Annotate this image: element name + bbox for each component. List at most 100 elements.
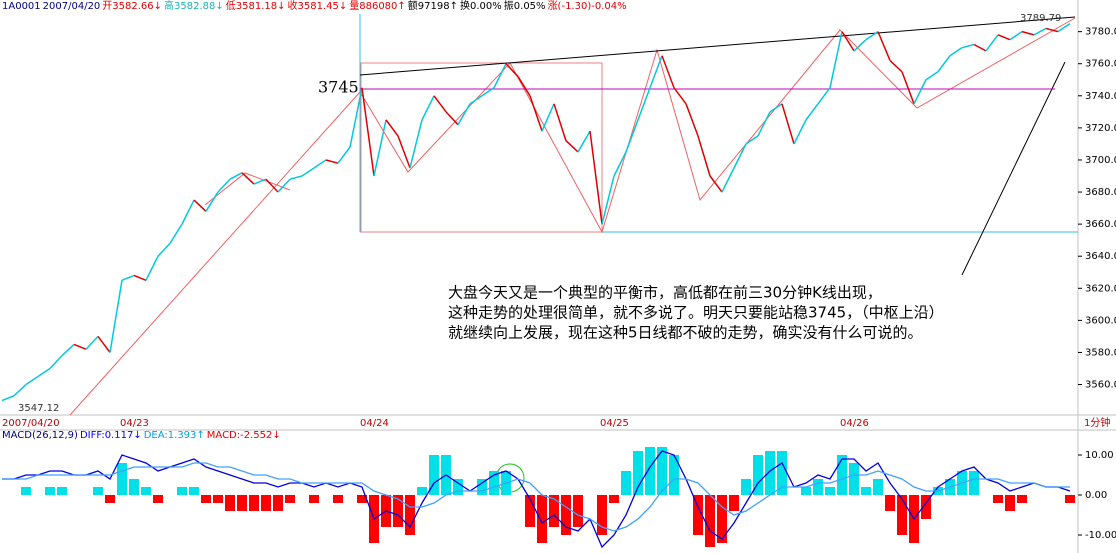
macd-bar	[861, 487, 871, 495]
macd-bar	[741, 479, 751, 495]
y-tick-label: 3780.00	[1085, 27, 1116, 38]
annotation: 3789.79	[1020, 13, 1061, 24]
price-segment	[253, 178, 267, 185]
y-tick-label: 3700.00	[1085, 155, 1116, 166]
price-segment	[313, 159, 327, 169]
header-item: DEA:1.393↑	[143, 430, 205, 441]
macd-bar	[201, 495, 211, 503]
x-tick-label: 04/25	[600, 418, 629, 429]
zigzag	[69, 17, 1076, 416]
macd-bar	[261, 495, 271, 511]
price-segment	[865, 31, 879, 41]
price-segment	[205, 191, 219, 212]
macd-line	[2, 462, 1070, 532]
price-segment	[757, 111, 771, 137]
price-segment	[301, 167, 315, 177]
header-item: 换0.00%	[460, 1, 502, 12]
y-tick-label: 3660.00	[1085, 219, 1116, 230]
price-segment	[325, 159, 339, 164]
annotation: 3547.12	[18, 403, 59, 414]
price-segment	[49, 355, 63, 369]
price-segment	[601, 175, 615, 225]
price-segment	[745, 135, 759, 145]
header-item: 振0.05%	[503, 1, 546, 12]
price-segment	[73, 343, 87, 350]
price-segment	[265, 178, 279, 193]
comment: 就继续向上发展，现在这种5日线都不破的走势，确实没有什么可说的。	[448, 324, 923, 342]
price-segment	[769, 103, 783, 113]
header-item: 开3582.66↓	[102, 1, 163, 12]
macd-bar	[993, 495, 1003, 503]
macd-bar	[177, 487, 187, 495]
price-segment	[337, 146, 351, 164]
y-tick-label: -10.00	[1085, 530, 1116, 541]
price-segment	[25, 375, 39, 386]
price-segment	[505, 63, 519, 78]
price-segment	[937, 55, 951, 73]
macd-bar	[93, 487, 103, 495]
macd-bar	[285, 495, 295, 503]
price-segment	[1021, 30, 1035, 36]
macd-bar	[633, 451, 643, 495]
price-segment	[781, 103, 795, 145]
macd-bar	[1017, 495, 1027, 503]
macd-bar	[621, 471, 631, 495]
macd-bar	[1005, 495, 1015, 511]
macd-bar	[705, 495, 715, 547]
header-item: 收3581.45↓	[287, 1, 348, 12]
macd-bar	[141, 487, 151, 495]
price-segment	[373, 119, 387, 177]
price-segment	[793, 119, 807, 145]
y-tick-label: 3740.00	[1085, 91, 1116, 102]
price-segment	[457, 103, 471, 126]
macd-bar	[801, 487, 811, 495]
price-segment	[217, 178, 231, 193]
macd-bar	[225, 495, 235, 511]
macd-bar	[249, 495, 259, 511]
macd-bar	[489, 471, 499, 495]
macd-bar	[549, 495, 559, 527]
macd-bar	[897, 495, 907, 535]
price-segment	[613, 151, 627, 177]
price-segment	[61, 343, 75, 357]
macd-bar	[669, 455, 679, 495]
price-segment	[649, 55, 663, 89]
price-segment	[289, 175, 303, 180]
price-segment	[889, 59, 903, 73]
macd-bar	[393, 495, 403, 527]
quote-header: 1A0001 2007/04/20 开3582.66↓ 高3582.88↓ 低3581.…	[2, 1, 629, 13]
trend-line	[359, 16, 1076, 76]
box	[360, 62, 603, 233]
price-segment	[973, 43, 987, 52]
price-segment	[697, 135, 711, 177]
price-segment	[877, 31, 891, 61]
macd-bar	[537, 495, 547, 543]
macd-bar	[873, 479, 883, 495]
macd-bar	[117, 463, 127, 495]
y-tick-label: 3640.00	[1085, 251, 1116, 262]
price-segment	[1033, 27, 1047, 36]
macd-header: MACD(26,12,9) DIFF:0.117↓ DEA:1.393↑ MACD:-…	[2, 430, 283, 442]
macd-line	[2, 450, 1071, 549]
price-segment	[925, 71, 939, 81]
price-segment	[553, 103, 567, 141]
price-segment	[421, 95, 435, 121]
macd-bar	[885, 495, 895, 511]
macd-bar	[21, 487, 31, 495]
price-segment	[157, 242, 171, 257]
macd-bar	[417, 487, 427, 495]
price-segment	[517, 76, 531, 97]
y-tick-label: 3720.00	[1085, 123, 1116, 134]
y-tick-label: 3760.00	[1085, 59, 1116, 70]
macd-bar	[429, 455, 439, 495]
price-segment	[169, 223, 183, 244]
price-segment	[673, 87, 687, 105]
macd-bar	[357, 495, 367, 503]
macd-bar	[657, 447, 667, 495]
price-segment	[529, 95, 543, 132]
price-segment	[469, 95, 483, 105]
header-item: 涨(-1.30)-0.04%	[547, 1, 627, 12]
macd-bar	[777, 451, 787, 495]
macd-bar	[645, 447, 655, 495]
